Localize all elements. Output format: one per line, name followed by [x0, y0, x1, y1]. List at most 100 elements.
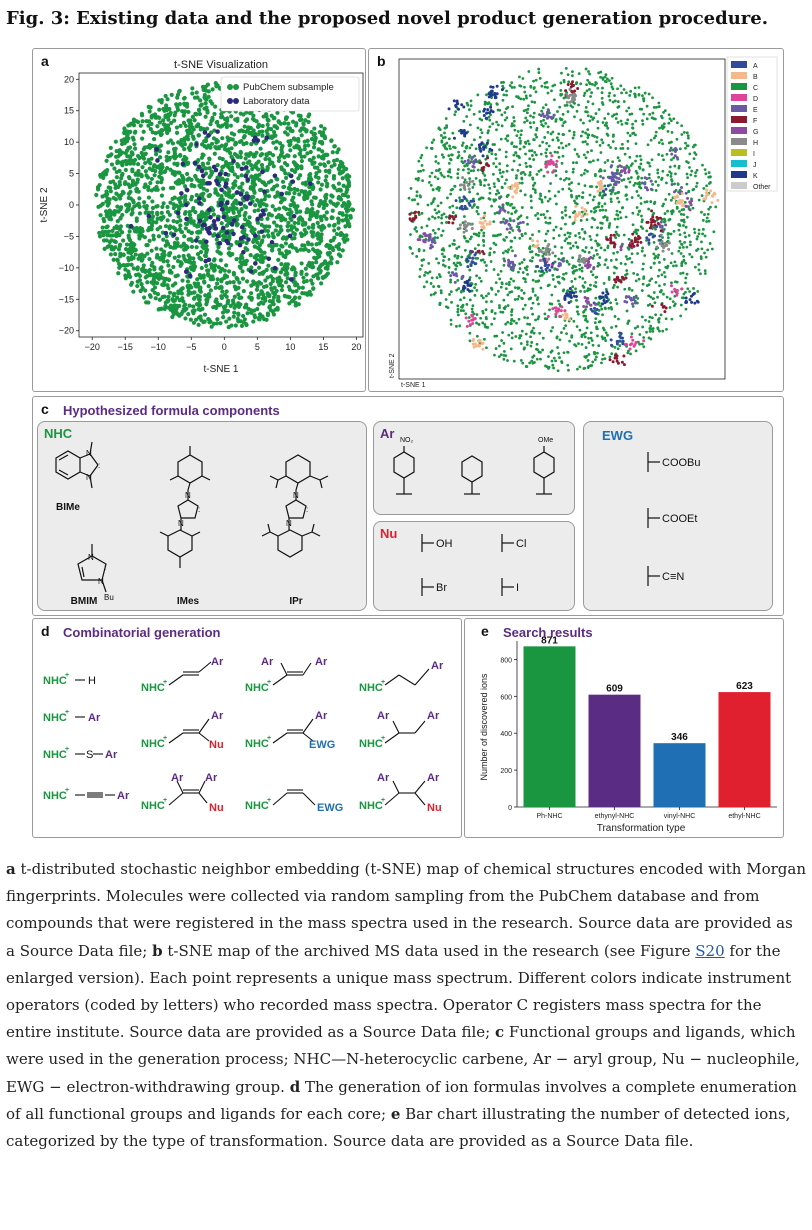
- spectrum-point: [639, 186, 643, 190]
- pubchem-point: [303, 118, 308, 123]
- spectrum-point: [669, 261, 673, 265]
- pubchem-point: [185, 129, 191, 135]
- spectrum-point: [612, 271, 616, 275]
- pubchem-point: [227, 189, 232, 194]
- spectrum-point: [596, 158, 600, 162]
- spectrum-point: [506, 320, 510, 324]
- spectrum-point: [709, 181, 712, 184]
- pubchem-point: [305, 240, 311, 245]
- spectrum-point: [574, 82, 578, 86]
- pubchem-point: [163, 113, 168, 118]
- lab-point: [242, 194, 248, 200]
- pubchem-point: [311, 155, 316, 160]
- spectrum-point: [483, 260, 487, 264]
- spectrum-point: [557, 257, 561, 261]
- spectrum-point: [546, 199, 550, 203]
- pubchem-point: [256, 295, 261, 300]
- spectrum-point: [590, 91, 593, 95]
- spectrum-point: [463, 249, 467, 252]
- spectrum-point: [509, 204, 512, 207]
- pubchem-point: [341, 183, 346, 188]
- pubchem-point: [201, 178, 206, 183]
- spectrum-point: [528, 297, 532, 301]
- spectrum-point: [539, 213, 543, 217]
- spectrum-point: [559, 89, 563, 92]
- spectrum-point: [534, 153, 538, 157]
- spectrum-point: [520, 329, 524, 333]
- spectrum-point: [595, 233, 599, 237]
- pubchem-point: [149, 188, 154, 193]
- spectrum-point: [665, 328, 668, 331]
- spectrum-point: [687, 234, 691, 237]
- pubchem-point: [227, 251, 232, 256]
- spectrum-point: [626, 139, 630, 143]
- pubchem-point: [115, 159, 120, 164]
- spectrum-point: [668, 297, 672, 301]
- pubchem-point: [296, 285, 302, 290]
- lab-point: [146, 213, 152, 219]
- spectrum-point: [557, 190, 561, 194]
- spectrum-point: [470, 206, 474, 209]
- pubchem-point: [211, 321, 216, 326]
- spectrum-point: [557, 352, 561, 355]
- spectrum-point: [510, 212, 514, 216]
- pubchem-point: [295, 166, 300, 171]
- spectrum-point: [706, 212, 710, 216]
- pubchem-point: [196, 229, 202, 234]
- pubchem-point: [297, 192, 302, 197]
- spectrum-point: [544, 103, 548, 107]
- spectrum-point: [662, 258, 666, 261]
- spectrum-point: [440, 213, 444, 217]
- spectrum-point: [501, 170, 505, 174]
- pubchem-point: [172, 113, 177, 118]
- spectrum-point: [670, 131, 674, 134]
- x-axis-label: t-SNE 1: [203, 364, 238, 375]
- spectrum-point: [433, 231, 437, 235]
- spectrum-point: [468, 146, 472, 150]
- pubchem-point: [276, 295, 281, 301]
- pubchem-point: [140, 285, 145, 291]
- spectrum-point: [696, 235, 700, 238]
- spectrum-point: [496, 123, 500, 127]
- spectrum-point: [581, 248, 585, 252]
- pubchem-point: [137, 278, 143, 283]
- spectrum-point: [523, 85, 526, 89]
- pubchem-point: [131, 137, 136, 142]
- spectrum-point: [567, 187, 571, 191]
- lab-point: [183, 202, 189, 208]
- spectrum-point: [564, 144, 568, 148]
- pubchem-point: [312, 165, 318, 170]
- spectrum-point: [512, 145, 516, 148]
- spectrum-point: [587, 133, 591, 137]
- spectrum-point: [695, 237, 699, 241]
- spectrum-point: [568, 339, 571, 343]
- spectrum-point: [658, 284, 661, 288]
- spectrum-point: [595, 185, 599, 189]
- spectrum-point: [441, 136, 445, 140]
- spectrum-point: [643, 91, 647, 95]
- spectrum-point: [584, 346, 588, 349]
- spectrum-point: [637, 86, 641, 89]
- spectrum-point: [571, 170, 575, 174]
- lab-point: [231, 218, 237, 223]
- spectrum-point: [685, 160, 688, 163]
- spectrum-point: [608, 91, 612, 95]
- pubchem-point: [182, 147, 187, 152]
- spectrum-point: [515, 145, 518, 149]
- spectrum-point: [415, 255, 419, 258]
- spectrum-point: [531, 290, 535, 293]
- pubchem-point: [318, 235, 324, 240]
- pubchem-point: [170, 171, 175, 176]
- lab-point: [231, 231, 236, 237]
- lab-point: [194, 142, 199, 147]
- lab-point: [239, 224, 245, 230]
- lab-point: [262, 189, 267, 194]
- spectrum-point: [601, 357, 604, 361]
- spectrum-point: [533, 100, 537, 104]
- pubchem-point: [190, 208, 196, 213]
- pubchem-point: [216, 265, 221, 270]
- pubchem-point: [250, 178, 255, 183]
- spectrum-point: [652, 105, 656, 109]
- spectrum-point: [434, 155, 438, 158]
- spectrum-point: [559, 81, 563, 85]
